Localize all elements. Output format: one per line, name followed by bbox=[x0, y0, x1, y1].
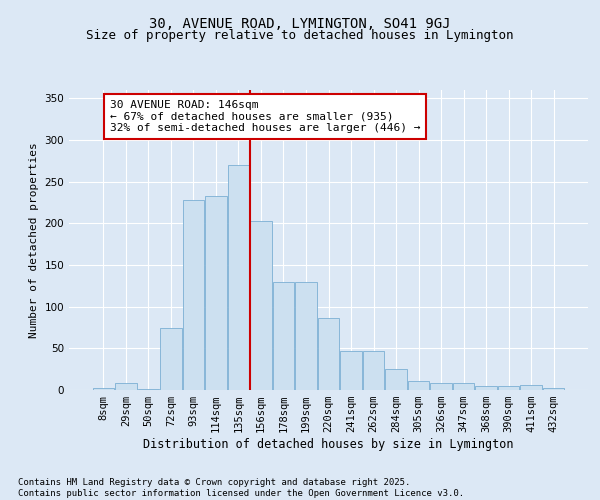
Bar bbox=[318, 318, 339, 390]
Bar bbox=[498, 386, 520, 390]
Text: Size of property relative to detached houses in Lymington: Size of property relative to detached ho… bbox=[86, 29, 514, 42]
Bar bbox=[430, 382, 452, 390]
Bar bbox=[295, 282, 317, 390]
Text: Contains HM Land Registry data © Crown copyright and database right 2025.
Contai: Contains HM Land Registry data © Crown c… bbox=[18, 478, 464, 498]
Bar bbox=[160, 328, 182, 390]
Text: 30 AVENUE ROAD: 146sqm
← 67% of detached houses are smaller (935)
32% of semi-de: 30 AVENUE ROAD: 146sqm ← 67% of detached… bbox=[110, 100, 421, 133]
Bar bbox=[92, 388, 114, 390]
Bar bbox=[137, 389, 159, 390]
Bar bbox=[182, 200, 204, 390]
Bar bbox=[250, 221, 272, 390]
Bar bbox=[520, 385, 542, 390]
Bar bbox=[453, 384, 475, 390]
Bar bbox=[543, 388, 565, 390]
Bar bbox=[340, 351, 362, 390]
Bar bbox=[408, 381, 429, 390]
Bar bbox=[205, 196, 227, 390]
Bar bbox=[363, 351, 384, 390]
Y-axis label: Number of detached properties: Number of detached properties bbox=[29, 142, 39, 338]
X-axis label: Distribution of detached houses by size in Lymington: Distribution of detached houses by size … bbox=[143, 438, 514, 451]
Text: 30, AVENUE ROAD, LYMINGTON, SO41 9GJ: 30, AVENUE ROAD, LYMINGTON, SO41 9GJ bbox=[149, 18, 451, 32]
Bar bbox=[228, 165, 249, 390]
Bar bbox=[475, 386, 497, 390]
Bar bbox=[115, 384, 137, 390]
Bar bbox=[273, 282, 294, 390]
Bar bbox=[385, 369, 407, 390]
